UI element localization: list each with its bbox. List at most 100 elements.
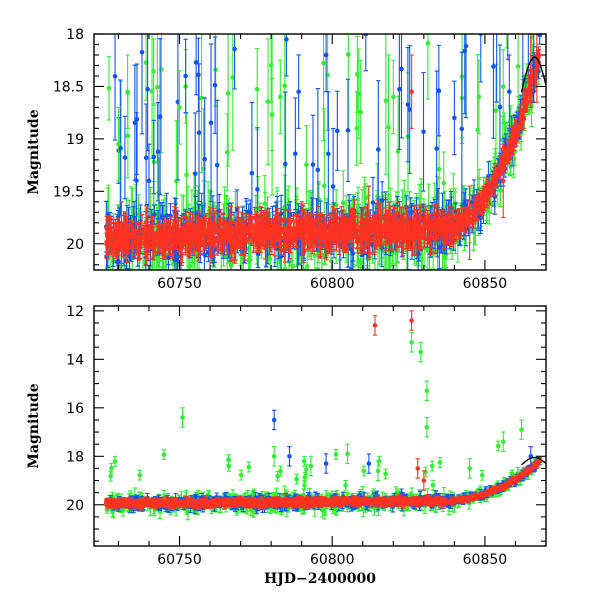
x-axis-title: HJD−2400000	[264, 571, 376, 587]
data-point-green	[343, 479, 348, 491]
data-point-blue	[196, 37, 201, 112]
data-point-green	[467, 458, 472, 479]
data-point-red	[363, 496, 369, 501]
data-point-green	[437, 457, 443, 468]
data-point-blue	[407, 45, 412, 174]
y-tick-label: 19	[66, 132, 84, 148]
x-axis: 60750 60800 60850	[117, 306, 547, 568]
data-point-blue	[196, 63, 202, 203]
x-tick-label: 60750	[157, 276, 202, 292]
data-point-blue	[208, 43, 214, 203]
data-point-blue	[139, 34, 145, 135]
data-point-green	[277, 59, 283, 135]
data-point-blue	[512, 0, 517, 21]
data-point-blue	[366, 453, 372, 474]
data-point-green	[345, 443, 350, 465]
data-point-green	[383, 468, 388, 480]
data-point-green	[225, 113, 230, 192]
y-tick-label: 16	[66, 401, 84, 417]
data-point-blue	[151, 119, 157, 195]
data-point-blue	[271, 409, 277, 431]
y-axis-title: Magnitude	[26, 109, 42, 194]
data-point-red	[505, 480, 511, 485]
data-point-blue	[537, 34, 543, 45]
data-point-blue	[335, 90, 340, 171]
data-point-green	[161, 449, 167, 461]
x-tick-label: 60850	[463, 552, 508, 568]
data-point-green	[361, 465, 367, 477]
y-tick-label: 18.5	[53, 79, 84, 95]
data-point-green	[418, 341, 424, 363]
data-point-red	[127, 503, 133, 509]
data-point-red	[390, 497, 396, 503]
data-point-blue	[363, 34, 369, 72]
x-tick-label: 60800	[310, 552, 355, 568]
data-point-green	[500, 49, 506, 124]
data-point-red	[214, 500, 220, 506]
data-point-green	[333, 448, 339, 460]
data-point-green	[106, 56, 112, 121]
data-point-green	[495, 440, 501, 452]
data-point-red	[178, 501, 183, 507]
data-point-blue	[232, 34, 237, 90]
data-point-green	[268, 34, 274, 103]
data-point-red	[480, 492, 485, 498]
data-point-green	[479, 469, 485, 481]
data-point-green	[265, 38, 271, 165]
data-point-blue	[452, 80, 457, 156]
data-point-green	[112, 456, 118, 467]
data-point-green	[151, 38, 156, 105]
y-axis-title: Magnitude	[26, 383, 42, 468]
data-point-green	[358, 60, 363, 165]
data-point-red	[134, 500, 139, 507]
y-tick-label: 19.5	[53, 184, 84, 200]
data-point-blue	[193, 34, 199, 96]
data-point-blue	[345, 78, 351, 183]
data-point-red	[309, 499, 314, 505]
data-point-green	[430, 479, 436, 491]
data-point-green	[225, 34, 231, 167]
data-point-red	[460, 496, 465, 503]
data-point-blue	[326, 91, 331, 217]
data-point-green	[424, 416, 430, 438]
data-point-green	[269, 78, 275, 152]
data-point-green	[308, 455, 314, 477]
data-point-blue	[293, 97, 298, 211]
data-point-green	[213, 34, 218, 107]
data-point-green	[386, 54, 391, 201]
data-point-green	[504, 34, 509, 49]
data-point-blue	[287, 446, 292, 467]
y-tick-label: 20	[66, 498, 84, 514]
data-point-blue	[155, 102, 161, 202]
plot-area	[104, 0, 546, 270]
data-point-green	[409, 332, 414, 353]
data-point-red	[184, 499, 190, 505]
data-point-blue	[323, 453, 329, 474]
data-point-red	[231, 498, 237, 503]
data-point-green	[383, 34, 389, 175]
data-point-green	[429, 460, 435, 472]
data-point-red	[511, 476, 516, 482]
y-tick-label: 20	[66, 237, 84, 253]
y-tick-label: 14	[66, 352, 84, 368]
data-point-red	[259, 504, 264, 510]
data-point-green	[424, 380, 430, 402]
data-point-red	[372, 315, 378, 336]
data-point-red	[409, 310, 414, 331]
data-point-red	[415, 458, 421, 479]
data-point-blue	[494, 34, 499, 103]
data-point-green	[254, 48, 260, 131]
data-point-green	[137, 469, 143, 481]
bottom-panel: 60750 60800 60850 12 14 16 18 20 Magnitude HJD−24…	[26, 304, 547, 587]
y-tick-label: 12	[66, 304, 84, 320]
data-point-red	[298, 496, 304, 502]
data-point-green	[271, 446, 277, 467]
x-tick-label: 60750	[157, 552, 202, 568]
data-point-red	[159, 499, 165, 504]
data-point-red	[146, 501, 152, 507]
x-tick-label: 60850	[463, 276, 508, 292]
data-point-green	[390, 59, 396, 135]
data-point-red	[319, 496, 325, 502]
data-point-blue	[436, 44, 442, 137]
